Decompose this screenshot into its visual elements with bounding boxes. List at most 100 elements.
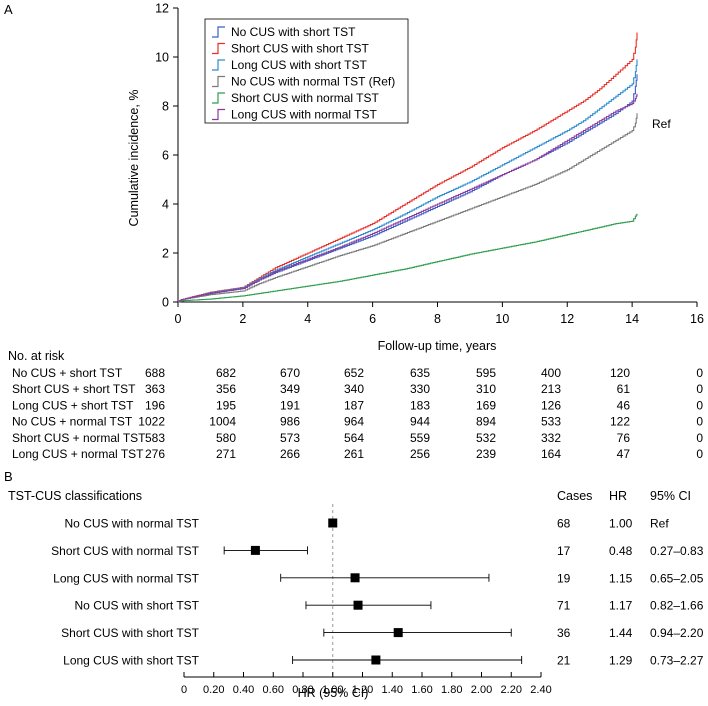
forest-header-hr: HR <box>609 489 627 503</box>
at-risk-cell: 0 <box>696 382 703 396</box>
forest-hr-marker <box>371 655 381 665</box>
km-series-line <box>178 93 638 303</box>
at-risk-row-label: No CUS + short TST <box>12 366 123 380</box>
forest-x-tick-label: 1.00 <box>322 684 343 696</box>
km-legend-label: Long CUS with normal TST <box>231 108 378 122</box>
forest-hr-marker <box>353 600 363 610</box>
at-risk-cell: 191 <box>280 398 300 412</box>
forest-plot: 0 0.20 0.40 0.60 0.80 1.00 1.20 1.40 1.60 1.80 2.0… <box>51 504 704 696</box>
km-x-tick-label: 0 <box>175 312 182 326</box>
forest-x-tick-label: 0 <box>181 684 187 696</box>
at-risk-table: No CUS + short TST 688 682 670 652 635 595 400 1… <box>12 366 703 461</box>
at-risk-cell: 1022 <box>138 415 165 429</box>
at-risk-cell: 986 <box>280 415 300 429</box>
forest-row-label: Short CUS with normal TST <box>51 544 199 558</box>
forest-hr-cell: 1.00 <box>609 517 633 531</box>
at-risk-cell: 559 <box>410 431 430 445</box>
at-risk-cell: 635 <box>410 366 430 380</box>
at-risk-cell: 564 <box>344 431 364 445</box>
forest-x-tick-label: 1.20 <box>352 684 373 696</box>
km-legend-swatch <box>212 59 225 71</box>
forest-cases-cell: 21 <box>557 654 571 668</box>
forest-title: TST-CUS classifications <box>8 489 142 503</box>
forest-header-cases: Cases <box>557 489 592 503</box>
at-risk-cell: 213 <box>541 382 561 396</box>
at-risk-cell: 126 <box>541 398 561 412</box>
forest-row-label: Short CUS with short TST <box>61 626 199 640</box>
km-y-tick-label: 0 <box>162 296 169 310</box>
forest-hr-marker <box>393 628 403 638</box>
km-legend-swatch <box>212 75 225 88</box>
km-y-tick-label: 10 <box>155 51 169 65</box>
forest-x-axis-title: HR (95% CI) <box>298 686 369 700</box>
forest-ci-cell: 0.82–1.66 <box>650 599 704 613</box>
at-risk-row-label: Long CUS + short TST <box>12 398 134 412</box>
at-risk-cell: 0 <box>696 431 703 445</box>
forest-ci-cell: Ref <box>650 517 669 531</box>
at-risk-cell: 61 <box>617 382 631 396</box>
forest-cases-cell: 68 <box>557 517 571 531</box>
forest-x-tick-label: 0.40 <box>233 684 254 696</box>
ref-label: Ref <box>652 117 671 131</box>
forest-x-tick-label: 2.00 <box>471 684 492 696</box>
km-y-tick-label: 12 <box>155 2 169 16</box>
forest-x-tick-label: 0.20 <box>203 684 224 696</box>
at-risk-cell: 196 <box>145 398 165 412</box>
km-x-tick-label: 6 <box>369 312 376 326</box>
forest-x-tick-label: 0.60 <box>263 684 284 696</box>
at-risk-cell: 894 <box>476 415 496 429</box>
at-risk-cell: 652 <box>344 366 364 380</box>
forest-ci-cell: 0.94–2.20 <box>650 626 704 640</box>
km-legend-label: Short CUS with short TST <box>231 42 369 56</box>
km-x-tick-label: 10 <box>495 312 509 326</box>
km-y-tick-label: 6 <box>162 149 169 163</box>
at-risk-cell: 670 <box>280 366 300 380</box>
km-x-tick-label: 12 <box>560 312 574 326</box>
km-x-tick-label: 14 <box>625 312 639 326</box>
km-legend-swatch <box>212 42 225 55</box>
at-risk-cell: 0 <box>696 398 703 412</box>
km-curves <box>178 32 638 303</box>
at-risk-row-label: Short CUS + normal TST <box>12 431 146 445</box>
forest-ci-cell: 0.73–2.27 <box>650 654 704 668</box>
at-risk-row-label: No CUS + normal TST <box>12 415 133 429</box>
at-risk-cell: 187 <box>344 398 364 412</box>
at-risk-cell: 682 <box>216 366 236 380</box>
km-legend-label: No CUS with short TST <box>231 25 356 39</box>
at-risk-cell: 256 <box>410 447 430 461</box>
forest-x-tick-label: 2.40 <box>530 684 551 696</box>
forest-row-label: No CUS with short TST <box>75 599 200 613</box>
at-risk-cell: 266 <box>280 447 300 461</box>
at-risk-cell: 47 <box>617 447 631 461</box>
km-legend-label: Short CUS with normal TST <box>231 91 379 105</box>
forest-cases-cell: 19 <box>557 571 571 585</box>
forest-row-label: No CUS with normal TST <box>65 517 200 531</box>
km-x-tick-label: 8 <box>434 312 441 326</box>
at-risk-cell: 580 <box>216 431 236 445</box>
at-risk-cell: 169 <box>476 398 496 412</box>
at-risk-cell: 271 <box>216 447 236 461</box>
km-y-axis-title: Cumulative incidence, % <box>127 90 141 227</box>
at-risk-cell: 0 <box>696 366 703 380</box>
km-legend-swatch <box>212 92 225 104</box>
forest-cases-cell: 17 <box>557 544 571 558</box>
forest-row-label: Long CUS with short TST <box>63 654 200 668</box>
km-x-axis-title: Follow-up time, years <box>378 339 497 353</box>
at-risk-cell: 0 <box>696 415 703 429</box>
at-risk-cell: 1004 <box>209 415 236 429</box>
at-risk-title: No. at risk <box>8 349 65 363</box>
at-risk-cell: 573 <box>280 431 300 445</box>
panel-b-label: B <box>4 469 13 484</box>
at-risk-cell: 533 <box>541 415 561 429</box>
forest-row-label: Long CUS with normal TST <box>53 571 200 585</box>
forest-hr-cell: 1.29 <box>609 654 633 668</box>
km-legend: No CUS with short TST Short CUS with shor… <box>204 18 409 124</box>
forest-ci-cell: 0.27–0.83 <box>650 544 704 558</box>
forest-x-tick-label: 1.80 <box>441 684 462 696</box>
forest-cases-cell: 71 <box>557 599 571 613</box>
at-risk-cell: 595 <box>476 366 496 380</box>
at-risk-cell: 356 <box>216 382 236 396</box>
km-x-tick-label: 16 <box>690 312 704 326</box>
at-risk-row-label: Long CUS + normal TST <box>12 447 144 461</box>
